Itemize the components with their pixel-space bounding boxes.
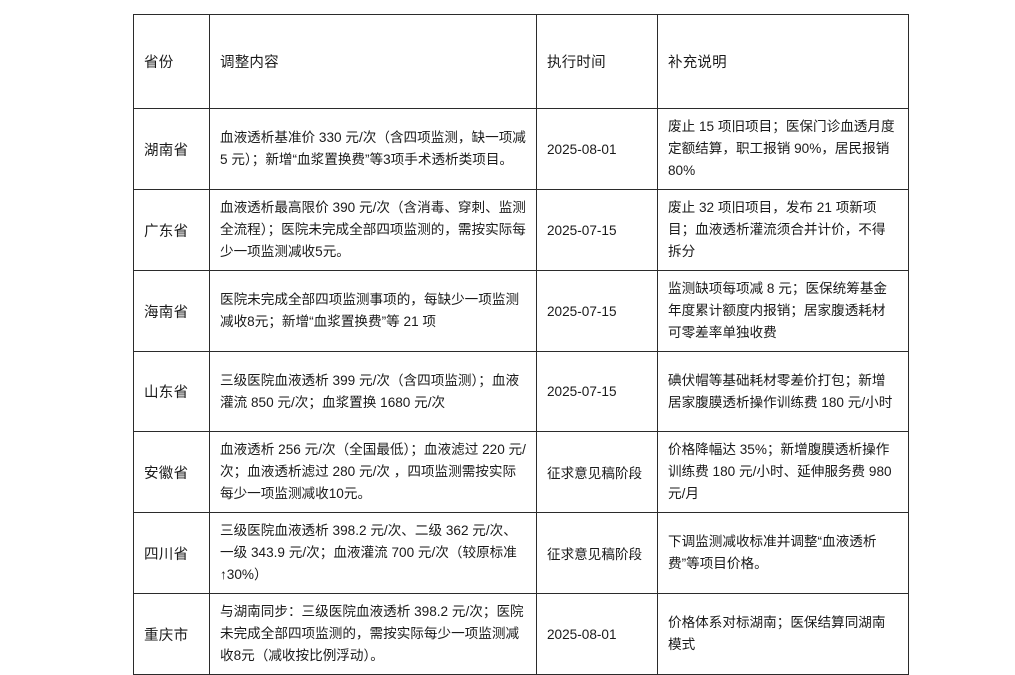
column-header-date: 执行时间 (536, 14, 658, 109)
cell-notes: 碘伏帽等基础耗材零差价打包；新增居家腹膜透析操作训练费 180 元/小时 (657, 351, 909, 433)
table-row: 四川省 三级医院血液透析 398.2 元/次、二级 362 元/次、一级 343… (133, 512, 909, 595)
column-header-content: 调整内容 (209, 14, 537, 109)
cell-notes: 废止 32 项旧项目，发布 21 项新项目；血液透析灌流须合并计价，不得拆分 (657, 189, 909, 272)
table-row: 广东省 血液透析最高限价 390 元/次（含消毒、穿刺、监测全流程）；医院未完成… (133, 189, 909, 272)
cell-notes: 监测缺项每项减 8 元；医保统筹基金年度累计额度内报销；居家腹透耗材可零差率单独… (657, 270, 909, 353)
cell-province: 湖南省 (133, 107, 210, 191)
table-header: 省份 调整内容 执行时间 补充说明 (133, 14, 909, 109)
cell-province: 山东省 (133, 351, 210, 433)
table-row: 湖南省 血液透析基准价 330 元/次（含四项监测，缺一项减 5 元）；新增“血… (133, 107, 909, 191)
table-row: 重庆市 与湖南同步：三级医院血液透析 398.2 元/次；医院未完成全部四项监测… (133, 593, 909, 675)
cell-date: 2025-07-15 (536, 270, 658, 353)
cell-date: 2025-08-01 (536, 107, 658, 191)
cell-province: 广东省 (133, 189, 210, 272)
cell-date: 征求意见稿阶段 (536, 431, 658, 514)
table-row: 安徽省 血液透析 256 元/次（全国最低）；血液滤过 220 元/次；血液透析… (133, 431, 909, 514)
cell-notes: 下调监测减收标准并调整“血液透析费”等项目价格。 (657, 512, 909, 595)
cell-date: 2025-08-01 (536, 593, 658, 675)
cell-notes: 废止 15 项旧项目；医保门诊血透月度定额结算，职工报销 90%，居民报销 80… (657, 107, 909, 191)
cell-content: 与湖南同步：三级医院血液透析 398.2 元/次；医院未完成全部四项监测的，需按… (209, 593, 537, 675)
cell-content: 医院未完成全部四项监测事项的，每缺少一项监测减收8元；新增“血浆置换费”等 21… (209, 270, 537, 353)
province-policy-table: 省份 调整内容 执行时间 补充说明 湖南省 血液透析基准价 330 元/次（含四… (133, 14, 909, 675)
cell-date: 征求意见稿阶段 (536, 512, 658, 595)
cell-content: 血液透析 256 元/次（全国最低）；血液滤过 220 元/次；血液透析滤过 2… (209, 431, 537, 514)
column-header-province: 省份 (133, 14, 210, 109)
cell-province: 四川省 (133, 512, 210, 595)
cell-notes: 价格体系对标湖南；医保结算同湖南模式 (657, 593, 909, 675)
cell-content: 血液透析基准价 330 元/次（含四项监测，缺一项减 5 元）；新增“血浆置换费… (209, 107, 537, 191)
cell-province: 重庆市 (133, 593, 210, 675)
table-row: 山东省 三级医院血液透析 399 元/次（含四项监测）；血液灌流 850 元/次… (133, 351, 909, 433)
cell-content: 血液透析最高限价 390 元/次（含消毒、穿刺、监测全流程）；医院未完成全部四项… (209, 189, 537, 272)
cell-province: 安徽省 (133, 431, 210, 514)
cell-date: 2025-07-15 (536, 189, 658, 272)
table-header-row: 省份 调整内容 执行时间 补充说明 (133, 14, 909, 109)
column-header-notes: 补充说明 (657, 14, 909, 109)
cell-content: 三级医院血液透析 399 元/次（含四项监测）；血液灌流 850 元/次；血浆置… (209, 351, 537, 433)
table-body: 湖南省 血液透析基准价 330 元/次（含四项监测，缺一项减 5 元）；新增“血… (133, 107, 909, 675)
cell-content: 三级医院血液透析 398.2 元/次、二级 362 元/次、一级 343.9 元… (209, 512, 537, 595)
table-row: 海南省 医院未完成全部四项监测事项的，每缺少一项监测减收8元；新增“血浆置换费”… (133, 270, 909, 353)
cell-date: 2025-07-15 (536, 351, 658, 433)
cell-notes: 价格降幅达 35%；新增腹膜透析操作训练费 180 元/小时、延伸服务费 980… (657, 431, 909, 514)
cell-province: 海南省 (133, 270, 210, 353)
